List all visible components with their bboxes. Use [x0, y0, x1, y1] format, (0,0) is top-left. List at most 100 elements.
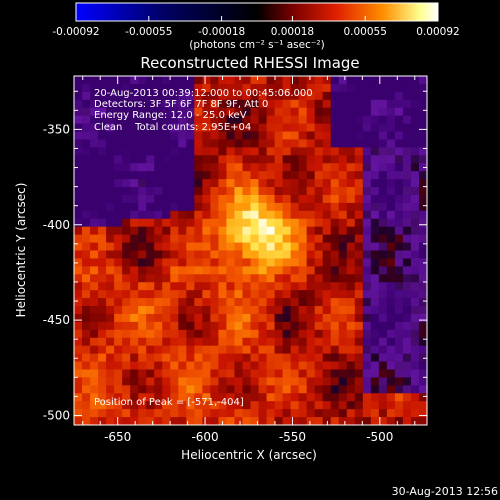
heatmap-cell — [394, 306, 404, 315]
heatmap-cell — [146, 401, 155, 410]
heatmap-cell — [410, 306, 420, 315]
heatmap-cell — [138, 210, 147, 220]
heatmap-cell — [90, 298, 99, 307]
heatmap-cell — [386, 210, 396, 220]
heatmap-cell — [202, 393, 211, 402]
heatmap-cell — [98, 210, 107, 220]
heatmap-cell — [186, 163, 195, 172]
heatmap-cell — [82, 171, 91, 180]
heatmap-cell — [170, 369, 179, 379]
heatmap-cell — [74, 250, 83, 260]
heatmap-cell — [106, 369, 115, 379]
heatmap-cell — [82, 329, 91, 339]
heatmap-cell — [98, 274, 107, 283]
heatmap-cell — [114, 163, 123, 172]
heatmap-cell — [146, 76, 155, 85]
heatmap-cell — [418, 131, 427, 141]
heatmap-cell — [306, 179, 316, 188]
heatmap-cell — [354, 194, 364, 204]
heatmap-cell — [354, 179, 364, 188]
heatmap-cell — [298, 179, 308, 188]
heatmap-cell — [186, 147, 195, 156]
heatmap-cell — [114, 306, 123, 315]
heatmap-cell — [258, 147, 268, 156]
heatmap-cell — [274, 369, 284, 379]
heatmap-cell — [98, 313, 107, 323]
heatmap-cell — [234, 218, 244, 228]
heatmap-cell — [226, 274, 236, 283]
heatmap-cell — [402, 226, 412, 236]
heatmap-cell — [90, 99, 99, 109]
heatmap-cell — [306, 266, 316, 275]
heatmap-cell — [242, 155, 252, 164]
heatmap-cell — [202, 210, 211, 220]
heatmap-cell — [354, 83, 364, 93]
heatmap-cell — [74, 313, 83, 323]
heatmap-cell — [234, 163, 244, 172]
heatmap-cell — [242, 187, 252, 196]
heatmap-cell — [322, 377, 332, 386]
heatmap-cell — [362, 282, 372, 291]
heatmap-cell — [210, 274, 220, 283]
heatmap-cell — [402, 187, 412, 196]
heatmap-cell — [250, 282, 260, 291]
heatmap-cell — [402, 369, 412, 379]
heatmap-cell — [370, 91, 380, 101]
heatmap-cell — [138, 401, 147, 410]
heatmap-cell — [146, 147, 155, 156]
heatmap-cell — [234, 76, 244, 85]
heatmap-cell — [250, 377, 260, 386]
heatmap-cell — [370, 99, 380, 109]
heatmap-cell — [378, 274, 388, 283]
heatmap-cell — [194, 163, 203, 172]
heatmap-cell — [306, 123, 316, 133]
heatmap-cell — [266, 147, 276, 156]
heatmap-cell — [298, 393, 308, 402]
annotation-detectors: Detectors: 3F 5F 6F 7F 8F 9F, Att 0 — [94, 99, 268, 110]
heatmap-cell — [90, 321, 99, 331]
heatmap-cell — [154, 107, 163, 117]
heatmap-cell — [354, 377, 364, 386]
heatmap-cell — [410, 345, 420, 355]
heatmap-cell — [170, 274, 179, 283]
heatmap-cell — [338, 194, 348, 204]
heatmap-cell — [162, 385, 171, 394]
heatmap-cell — [202, 187, 211, 196]
heatmap-cell — [162, 321, 171, 331]
heatmap-cell — [250, 250, 260, 260]
heatmap-cell — [250, 171, 260, 180]
heatmap-cell — [122, 306, 131, 315]
heatmap-cell — [338, 266, 348, 275]
heatmap-cell — [138, 155, 147, 164]
heatmap-cell — [282, 194, 292, 204]
heatmap-cell — [378, 131, 388, 141]
heatmap-cell — [122, 83, 131, 93]
heatmap-cell — [274, 329, 284, 339]
heatmap-cell — [370, 123, 380, 133]
heatmap-cell — [362, 226, 372, 236]
heatmap-cell — [106, 417, 115, 425]
heatmap-cell — [290, 290, 300, 299]
heatmap-cell — [202, 131, 211, 141]
x-tick-label: -600 — [191, 430, 218, 444]
heatmap-cell — [362, 361, 372, 371]
heatmap-cell — [138, 266, 147, 275]
heatmap-cell — [138, 282, 147, 291]
heatmap-cell — [234, 369, 244, 379]
heatmap-cell — [106, 187, 115, 196]
heatmap-cell — [186, 298, 195, 307]
heatmap-cell — [314, 361, 324, 371]
heatmap-cell — [186, 353, 195, 363]
heatmap-cell — [338, 361, 348, 371]
heatmap-cell — [98, 282, 107, 291]
heatmap-cell — [146, 298, 155, 307]
heatmap-cell — [266, 131, 276, 141]
heatmap-cell — [346, 107, 356, 117]
y-axis-label: Heliocentric Y (arcsec) — [14, 183, 28, 318]
heatmap-cell — [154, 321, 163, 331]
heatmap-cell — [178, 155, 187, 164]
heatmap-cell — [202, 202, 211, 212]
heatmap-cell — [338, 155, 348, 164]
heatmap-cell — [162, 155, 171, 164]
heatmap-cell — [250, 210, 260, 220]
